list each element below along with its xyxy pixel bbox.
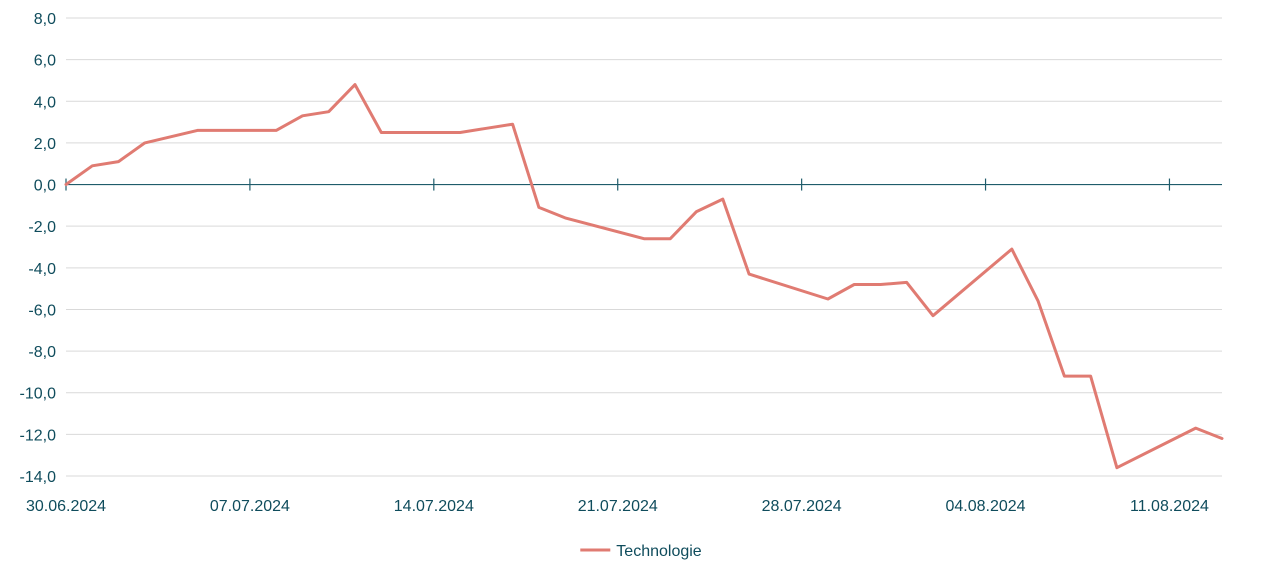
legend-label: Technologie — [616, 543, 702, 560]
y-tick-label: -14,0 — [20, 469, 57, 486]
x-tick-label: 04.08.2024 — [946, 498, 1026, 515]
zero-axis — [65, 178, 1222, 191]
x-tick-label: 07.07.2024 — [210, 498, 290, 515]
series-line-technologie — [64, 83, 1224, 470]
y-tick-label: 8,0 — [34, 11, 56, 28]
y-tick-label: 0,0 — [34, 178, 56, 195]
series-lines — [64, 83, 1224, 470]
y-tick-label: -12,0 — [20, 427, 57, 444]
y-tick-label: 2,0 — [34, 136, 56, 153]
x-tick-label: 21.07.2024 — [578, 498, 658, 515]
y-tick-label: 6,0 — [34, 53, 56, 70]
y-tick-label: -6,0 — [28, 302, 56, 319]
x-tick-label: 11.08.2024 — [1130, 498, 1209, 515]
x-axis-ticks: 30.06.2024 07.07.2024 14.07.2024 21.07.2024… — [26, 498, 1209, 515]
y-tick-label: -4,0 — [28, 261, 56, 278]
legend-item-technologie: Technologie — [580, 543, 702, 560]
y-axis-ticks: 8,0 6,0 4,0 2,0 0,0 -2,0 -4,0 -6,0 -8,0 -10,0 -12,… — [20, 11, 57, 486]
x-tick-label: 30.06.2024 — [26, 498, 106, 515]
legend: Technologie — [580, 543, 702, 560]
y-tick-label: -8,0 — [28, 344, 56, 361]
x-tick-label: 14.07.2024 — [394, 498, 474, 515]
y-tick-label: -2,0 — [28, 219, 56, 236]
x-tick-label: 28.07.2024 — [762, 498, 842, 515]
y-tick-label: -10,0 — [20, 386, 57, 403]
gridlines — [66, 17, 1222, 477]
y-tick-label: 4,0 — [34, 94, 56, 111]
